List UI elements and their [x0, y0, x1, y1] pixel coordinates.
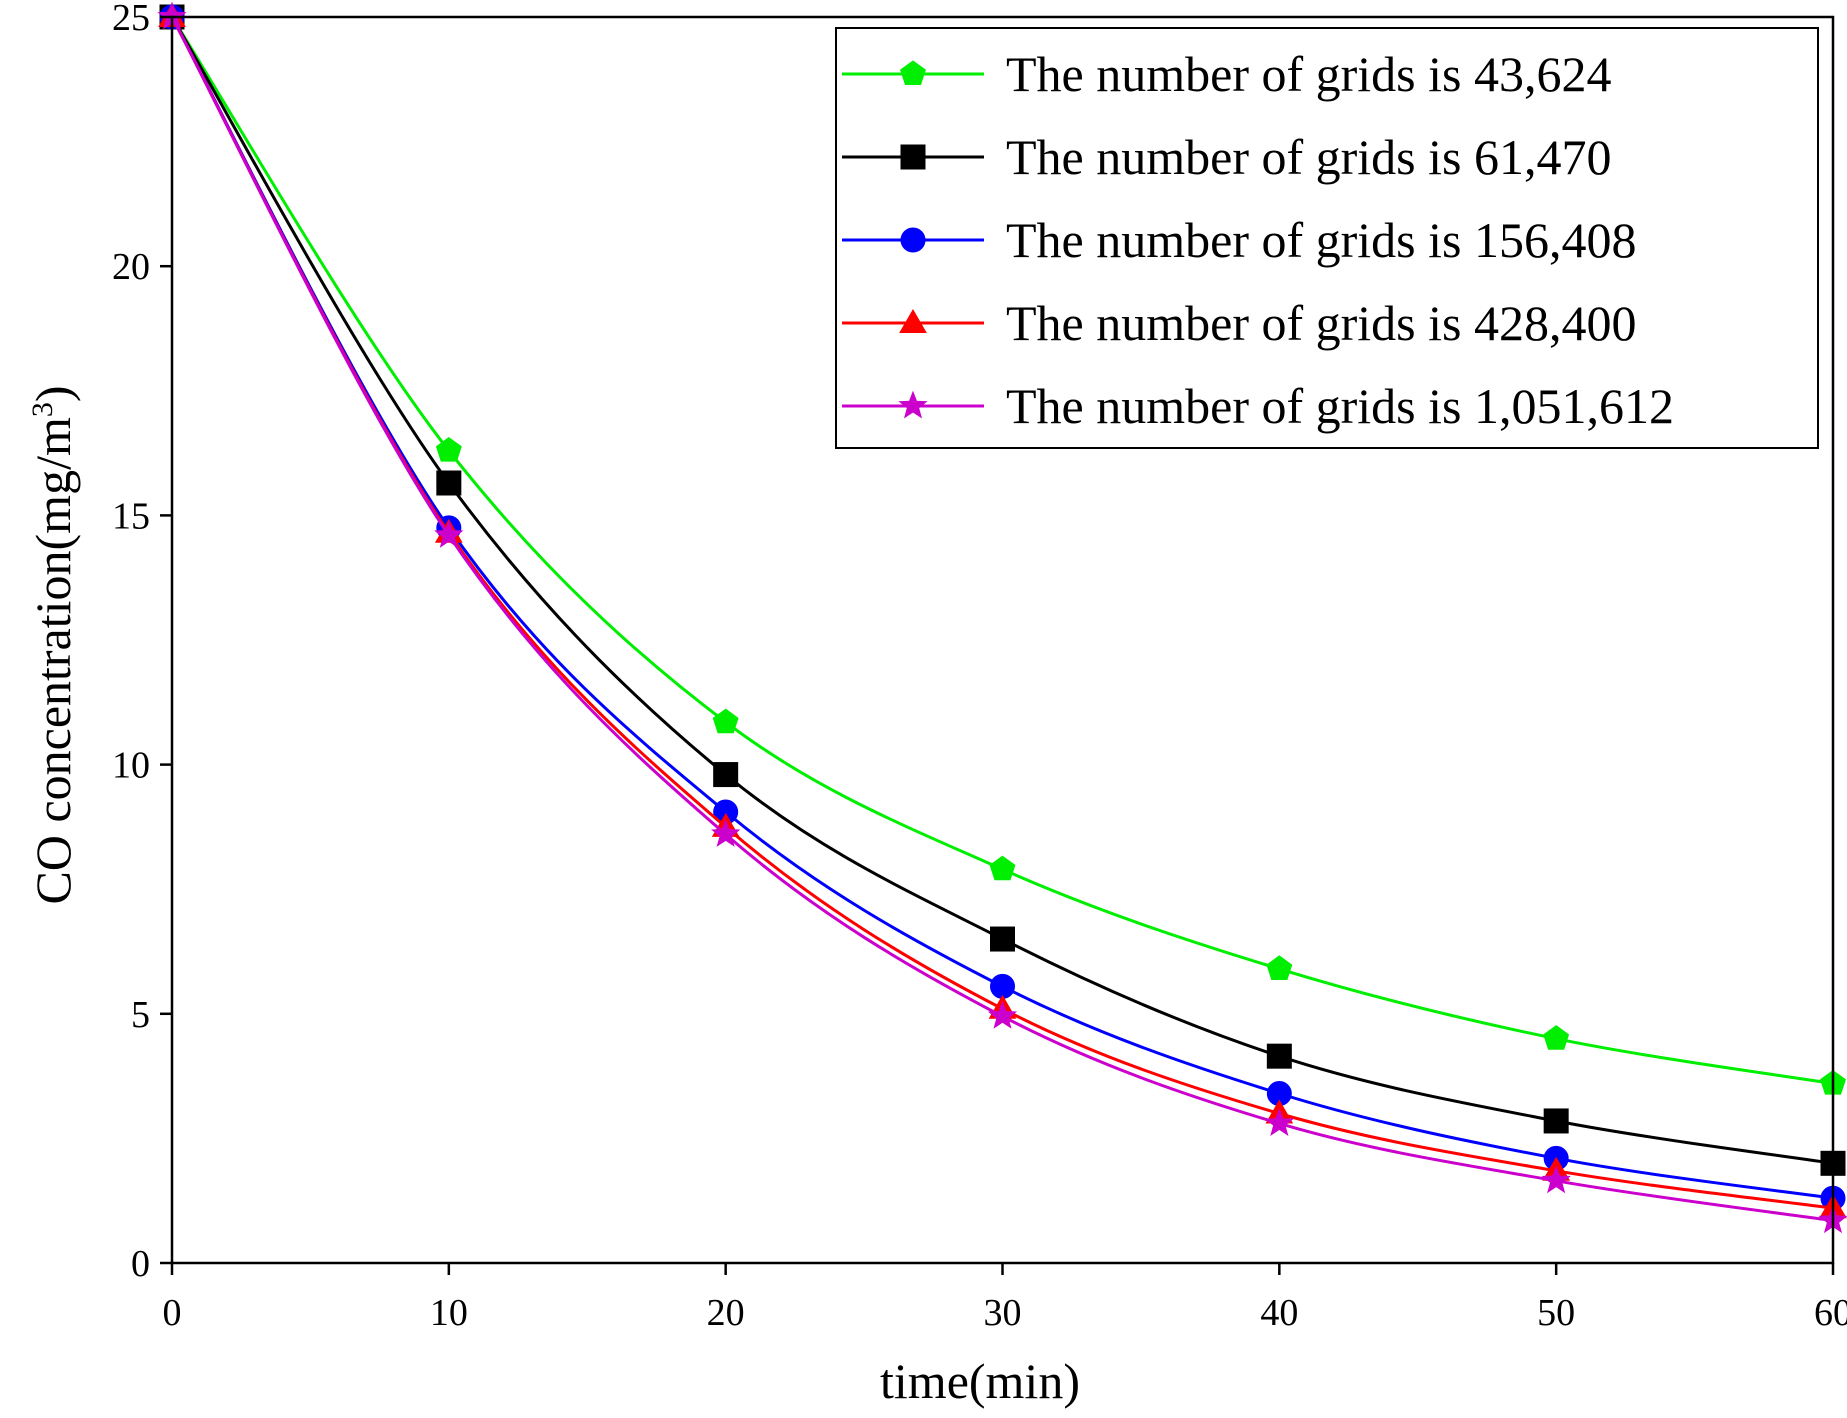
data-point	[990, 926, 1015, 952]
legend-marker	[900, 60, 926, 85]
legend-marker	[900, 144, 926, 170]
series-line	[170, 16, 1834, 1200]
data-point	[1266, 1043, 1292, 1069]
y-tick-label: 20	[112, 246, 150, 288]
data-point	[987, 1000, 1018, 1029]
x-tick-label: 20	[707, 1292, 745, 1334]
x-axis-title: time(min)	[880, 1353, 1080, 1409]
legend-item: The number of grids is 61,470	[842, 129, 1611, 185]
x-tick-label: 0	[163, 1292, 182, 1334]
data-point	[990, 973, 1015, 999]
series-0	[159, 3, 1846, 1095]
legend-item: The number of grids is 156,408	[842, 212, 1636, 268]
legend: The number of grids is 43,624 The number …	[835, 27, 1819, 449]
legend-label: The number of grids is 428,400	[1006, 295, 1636, 351]
series-line	[170, 16, 1834, 1165]
y-tick-label: 0	[131, 1243, 150, 1285]
y-axis-title: CO concentration(mg/m3)	[25, 385, 81, 904]
data-point	[711, 818, 741, 847]
data-point	[1543, 1025, 1570, 1050]
data-point	[1543, 1108, 1569, 1134]
x-tick-label: 50	[1537, 1292, 1575, 1334]
y-tick-label: 10	[112, 745, 150, 787]
series-line	[170, 16, 1834, 1223]
y-tick-label: 25	[112, 0, 150, 39]
legend-box	[835, 27, 1819, 449]
y-axis-title-close: )	[25, 385, 81, 402]
data-point	[712, 708, 739, 734]
data-point	[1266, 955, 1293, 980]
axes-layer: 0 10 20 30 40 50 60 0 5 10 15 20 25	[112, 0, 1847, 1334]
legend-label: The number of grids is 1,051,612	[1006, 378, 1674, 434]
x-tick-label: 30	[984, 1292, 1022, 1334]
legend-label: The number of grids is 43,624	[1006, 46, 1611, 102]
data-point	[989, 855, 1016, 881]
y-axis-title-superscript: 3	[26, 402, 59, 417]
legend-item: The number of grids is 1,051,612	[842, 378, 1674, 434]
legend-item: The number of grids is 43,624	[842, 46, 1611, 102]
series-line	[170, 16, 1834, 1086]
series-4	[157, 1, 1847, 1234]
data-point	[713, 762, 739, 788]
data-point	[1541, 1165, 1571, 1194]
y-axis-title-main: CO concentration(mg/m	[25, 417, 81, 904]
data-point	[436, 470, 462, 496]
x-tick-label: 10	[430, 1292, 468, 1334]
legend-label: The number of grids is 156,408	[1006, 212, 1636, 268]
legend-marker	[898, 390, 928, 419]
legend-item: The number of grids is 428,400	[842, 295, 1636, 351]
y-tick-label: 5	[131, 994, 150, 1036]
legend-label: The number of grids is 61,470	[1006, 129, 1611, 185]
data-point	[1264, 1107, 1294, 1136]
legend-marker	[900, 227, 926, 253]
y-tick-label: 15	[112, 495, 150, 537]
data-point	[435, 436, 462, 462]
x-tick-label: 60	[1814, 1292, 1847, 1334]
legend-marker	[899, 309, 927, 333]
series-layer	[157, 1, 1847, 1234]
x-tick-label: 40	[1260, 1292, 1298, 1334]
data-point	[434, 519, 464, 548]
